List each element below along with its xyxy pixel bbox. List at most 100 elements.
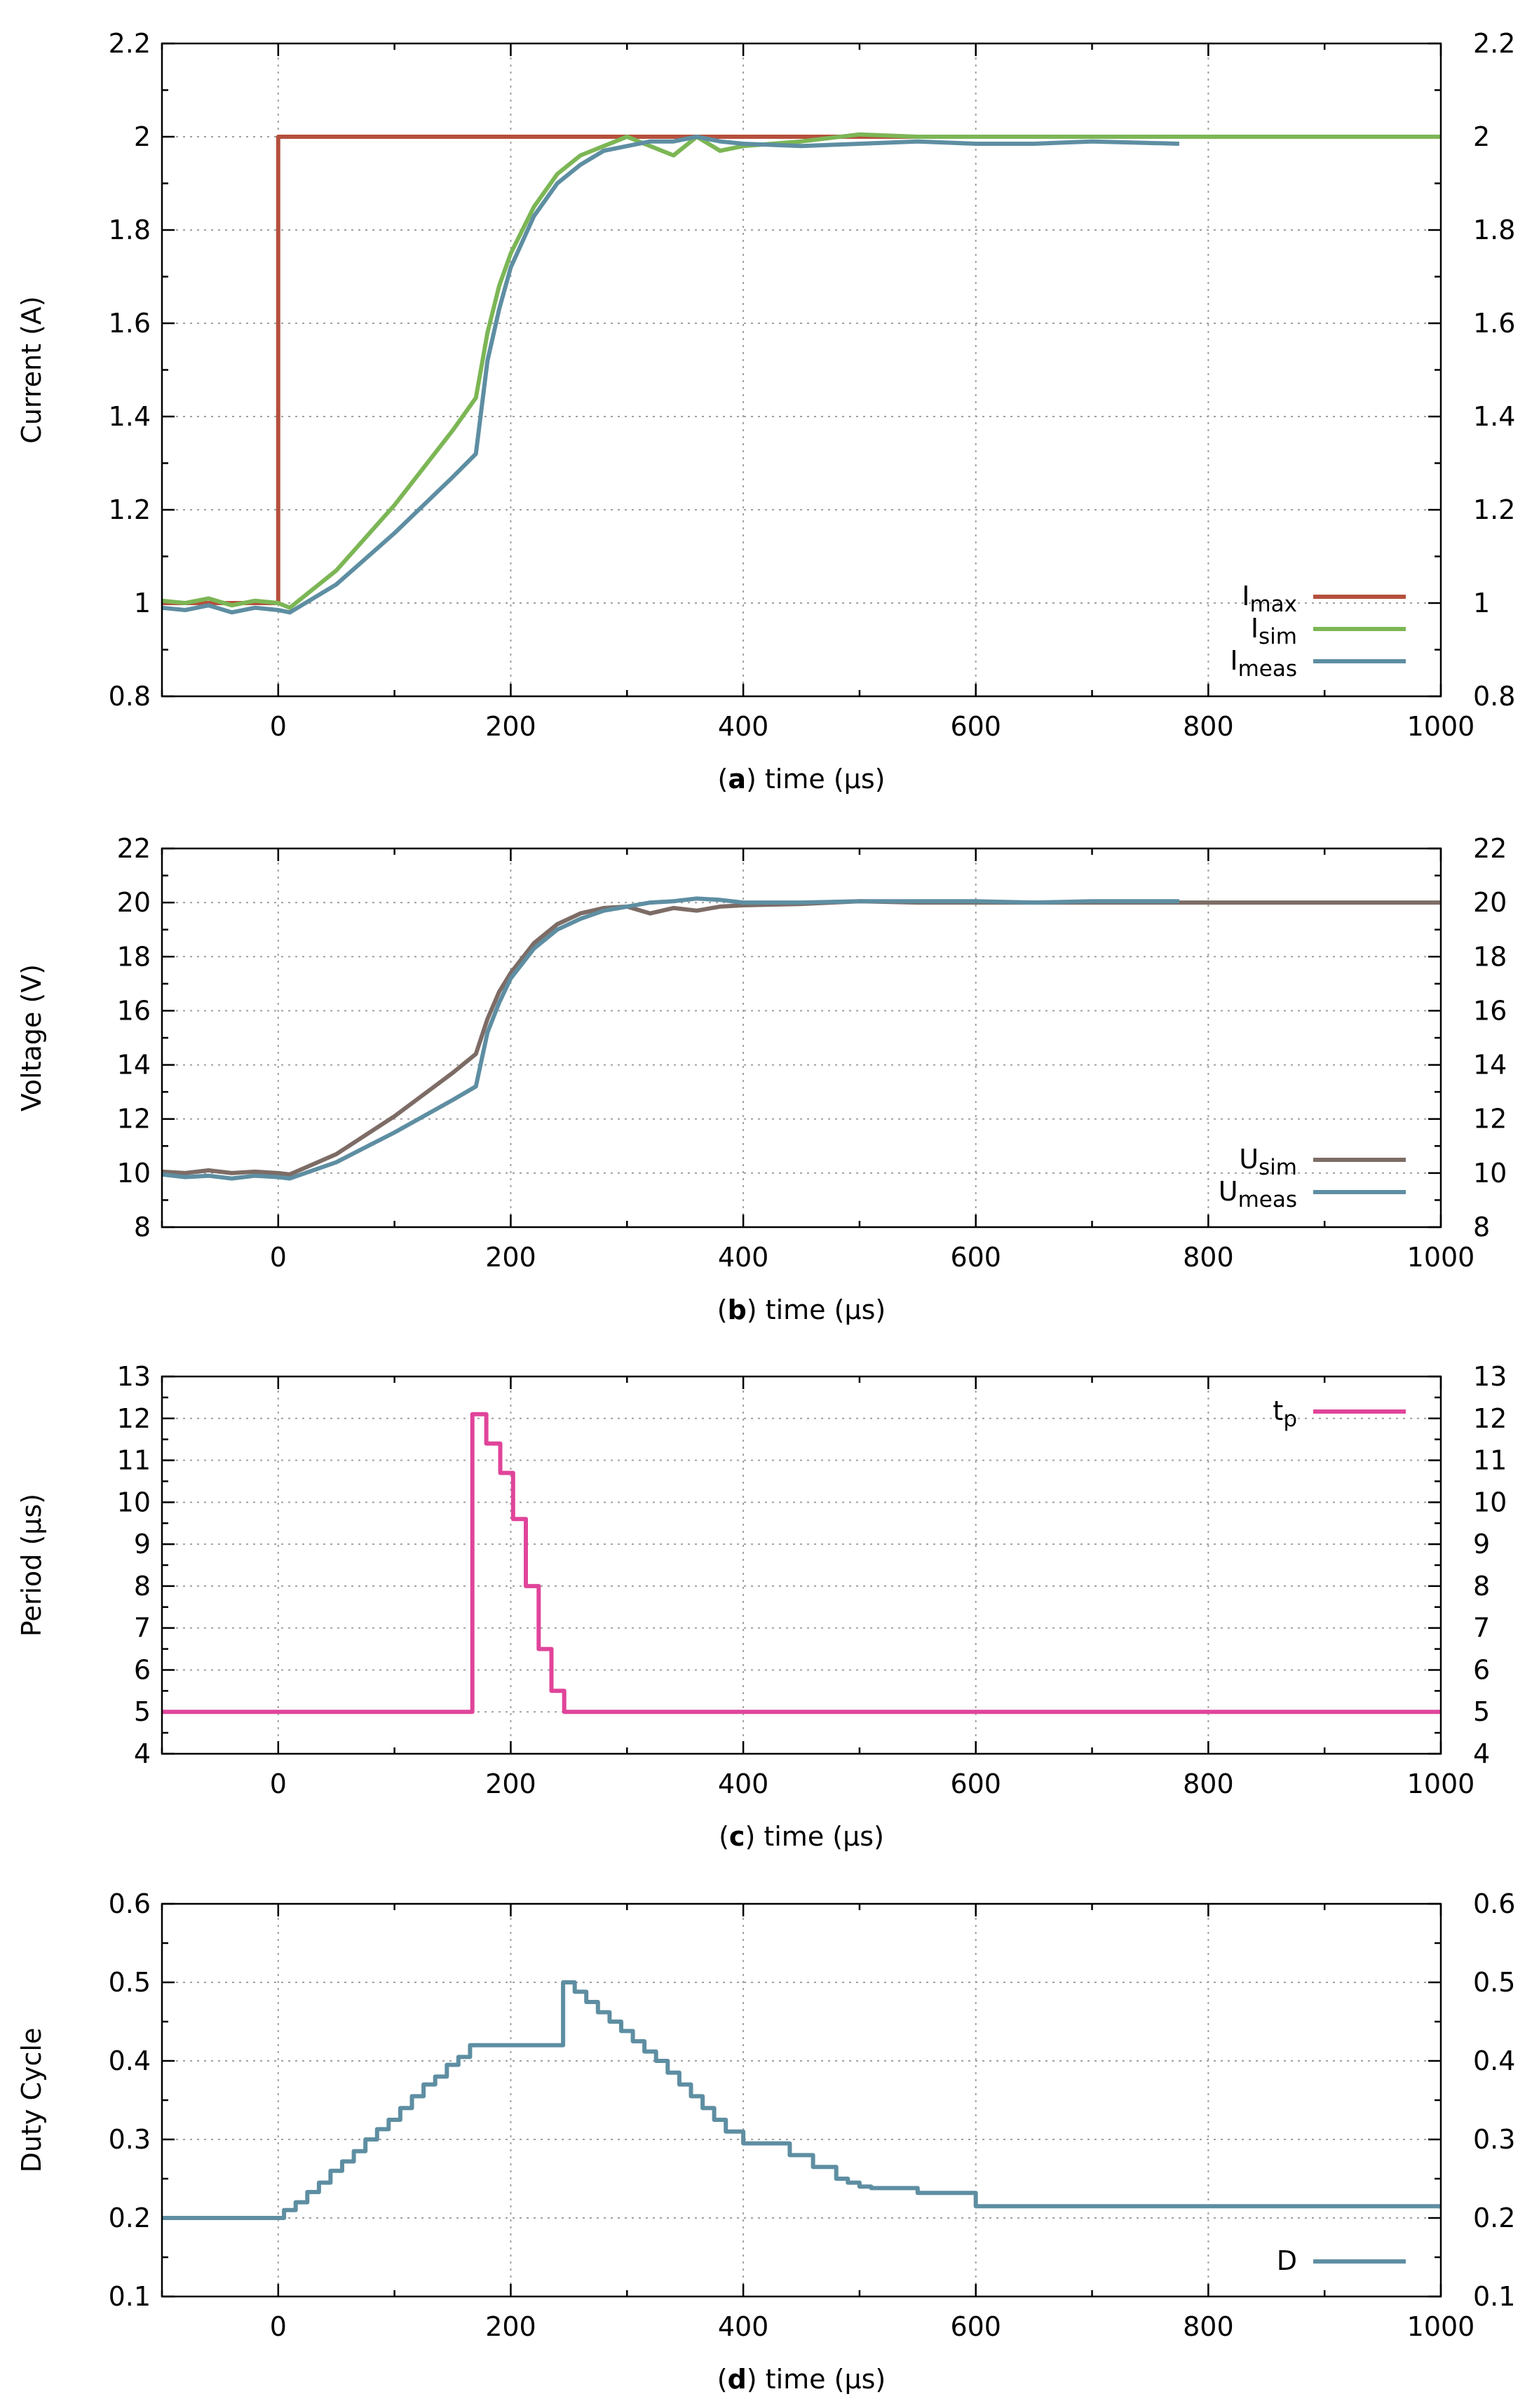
plot-frame (161, 1375, 1442, 1755)
series-line-Imax (162, 135, 1441, 605)
y-tick-label-right: 1.2 (1473, 494, 1515, 525)
x-tick-label: 800 (1183, 711, 1234, 742)
panel-a: 0.8 0.8 1 1 1.2 1.2 1.4 1.4 1.6 1.6 1.8 1.8 2 2 2.2 2.2… (16, 28, 1515, 794)
y-tick-label-right: 0.3 (1473, 2124, 1515, 2155)
y-tick-label-right: 11 (1473, 1445, 1507, 1476)
x-tick-label: 400 (718, 1768, 769, 1799)
y-tick-label-right: 0.2 (1473, 2203, 1515, 2233)
x-tick-label: 600 (950, 2311, 1001, 2342)
y-tick-label: 8 (134, 1212, 151, 1243)
series-line-D (162, 1980, 1441, 2220)
x-tick-label: 0 (270, 1242, 287, 1273)
x-tick-label: 1000 (1407, 2311, 1475, 2342)
y-tick-label-right: 7 (1473, 1613, 1490, 1644)
x-tick-label: 0 (270, 2311, 287, 2342)
x-tick-label: 400 (718, 711, 769, 742)
y-tick-label: 22 (117, 833, 151, 864)
y-tick-label: 20 (117, 887, 151, 918)
x-tick-label: 200 (485, 2311, 536, 2342)
legend-label: Imax (1242, 581, 1297, 617)
x-tick-label: 1000 (1407, 1768, 1475, 1799)
y-tick-label-right: 5 (1473, 1696, 1490, 1727)
y-tick-label-right: 1 (1473, 588, 1490, 618)
y-tick-label-right: 16 (1473, 995, 1507, 1026)
y-tick-label-right: 18 (1473, 941, 1507, 972)
y-tick-label: 1.6 (109, 308, 151, 339)
y-tick-label-right: 1.6 (1473, 308, 1515, 339)
x-tick-label: 0 (270, 711, 287, 742)
y-tick-label: 11 (117, 1445, 151, 1476)
y-tick-label: 0.1 (109, 2281, 151, 2312)
x-tick-label: 800 (1183, 2311, 1234, 2342)
y-tick-label: 14 (117, 1050, 151, 1081)
y-tick-label-right: 0.1 (1473, 2281, 1515, 2312)
y-tick-label: 0.3 (109, 2124, 151, 2155)
y-tick-label: 1.2 (109, 494, 151, 525)
legend-label: Umeas (1219, 1176, 1297, 1212)
y-tick-label: 10 (117, 1158, 151, 1189)
x-tick-label: 200 (485, 1768, 536, 1799)
y-tick-label: 0.5 (109, 1967, 151, 1998)
y-tick-label-right: 6 (1473, 1654, 1490, 1685)
y-tick-label-right: 2.2 (1473, 28, 1515, 59)
y-tick-label: 4 (134, 1738, 151, 1769)
y-tick-label: 0.2 (109, 2203, 151, 2233)
y-tick-label: 0.6 (109, 1888, 151, 1919)
plot-frame (161, 847, 1442, 1229)
y-tick-label: 1.8 (109, 215, 151, 245)
y-tick-label-right: 1.4 (1473, 401, 1515, 432)
x-tick-label: 0 (270, 1768, 287, 1799)
y-tick-label-right: 22 (1473, 833, 1507, 864)
x-tick-label: 200 (485, 1242, 536, 1273)
y-axis-label: Period (µs) (16, 1494, 47, 1637)
x-tick-label: 600 (950, 711, 1001, 742)
plot-frame (161, 1902, 1442, 2298)
panel-d: 0.1 0.1 0.2 0.2 0.3 0.3 0.4 0.4 0.5 0.5 0.6 0.6 0 200… (16, 1888, 1515, 2395)
legend-label: tp (1273, 1395, 1297, 1432)
x-axis-label: (b) time (µs) (717, 1294, 886, 1325)
y-tick-label-right: 0.6 (1473, 1888, 1515, 1919)
x-axis-label: (c) time (µs) (719, 1821, 884, 1852)
y-tick-label: 0.4 (109, 2045, 151, 2076)
y-tick-label-right: 10 (1473, 1158, 1507, 1189)
y-tick-label-right: 0.5 (1473, 1967, 1515, 1998)
y-tick-label: 8 (134, 1571, 151, 1602)
y-tick-label: 5 (134, 1696, 151, 1727)
legend-label: Imeas (1230, 645, 1297, 682)
series-line-tp (162, 1412, 1441, 1714)
y-tick-label-right: 8 (1473, 1212, 1490, 1243)
x-tick-label: 200 (485, 711, 536, 742)
y-tick-label: 6 (134, 1654, 151, 1685)
x-axis-label: (d) time (µs) (717, 2364, 886, 2395)
y-tick-label-right: 20 (1473, 887, 1507, 918)
x-tick-label: 400 (718, 2311, 769, 2342)
y-tick-label: 10 (117, 1487, 151, 1517)
series-line-Usim (162, 899, 1441, 1177)
panel-b: 8 8 10 10 12 12 14 14 16 16 18 18 20 20 22 22 0 200 400 600… (16, 833, 1507, 1325)
series-line-Imeas (162, 135, 1179, 615)
y-tick-label-right: 8 (1473, 1571, 1490, 1602)
y-tick-label-right: 4 (1473, 1738, 1490, 1769)
y-tick-label: 2.2 (109, 28, 151, 59)
y-tick-label: 12 (117, 1403, 151, 1434)
x-tick-label: 800 (1183, 1242, 1234, 1273)
x-tick-label: 1000 (1407, 1242, 1475, 1273)
y-tick-label: 7 (134, 1613, 151, 1644)
y-tick-label-right: 1.8 (1473, 215, 1515, 245)
y-tick-label-right: 0.8 (1473, 681, 1515, 712)
y-tick-label: 18 (117, 941, 151, 972)
y-tick-label-right: 14 (1473, 1050, 1507, 1081)
legend-label: D (1277, 2245, 1297, 2276)
x-axis-label: (a) time (µs) (718, 764, 886, 794)
x-tick-label: 800 (1183, 1768, 1234, 1799)
y-tick-label-right: 12 (1473, 1403, 1507, 1434)
x-tick-label: 400 (718, 1242, 769, 1273)
y-tick-label-right: 9 (1473, 1529, 1490, 1560)
y-tick-label: 1.4 (109, 401, 151, 432)
y-axis-label: Current (A) (16, 296, 47, 443)
x-tick-label: 1000 (1407, 711, 1475, 742)
legend-label: Usim (1239, 1144, 1297, 1180)
y-tick-label-right: 2 (1473, 121, 1490, 152)
